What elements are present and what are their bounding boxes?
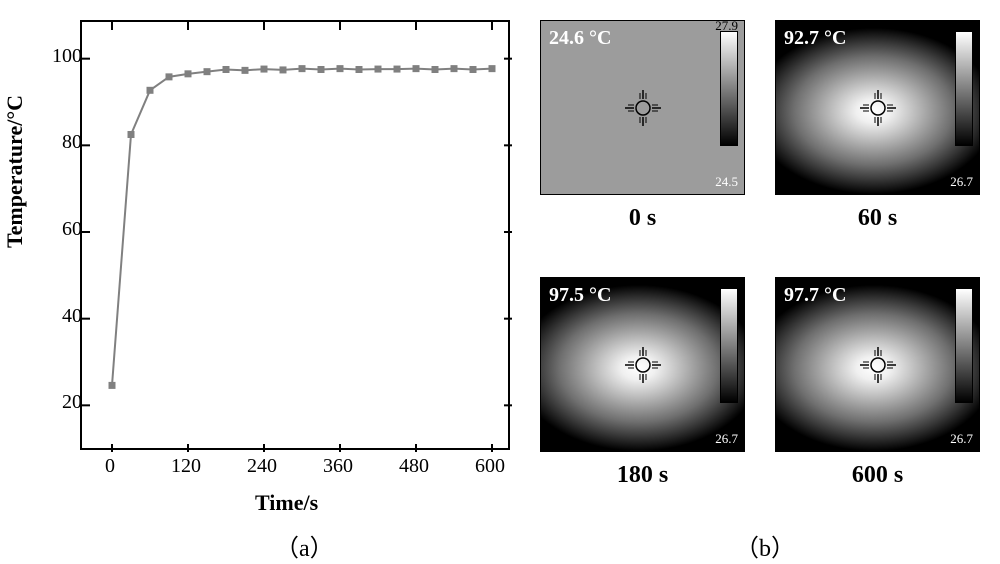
- temperature-reading: 24.6 °C: [549, 27, 611, 50]
- time-label: 600 s: [775, 462, 980, 489]
- y-tick-label: 60: [32, 218, 82, 241]
- colorbar-min: 26.7: [715, 431, 738, 447]
- colorbar-min: 26.7: [950, 174, 973, 190]
- temperature-reading: 97.7 °C: [784, 284, 846, 307]
- temperature-reading: 92.7 °C: [784, 27, 846, 50]
- thermal-image: 92.7 °C 93.0 26.7: [775, 20, 980, 195]
- crosshair-icon: [625, 347, 661, 383]
- x-tick-label: 480: [399, 455, 429, 478]
- sublabel-a: （a）: [275, 528, 334, 563]
- crosshair-icon: [860, 347, 896, 383]
- colorbar: [720, 31, 738, 146]
- crosshair-icon: [625, 90, 661, 126]
- crosshair-icon: [860, 90, 896, 126]
- colorbar: [955, 31, 973, 146]
- line-chart: [82, 22, 512, 452]
- time-label: 60 s: [775, 205, 980, 232]
- thermal-grid: 24.6 °C 27.9 24.5 0 s: [540, 20, 980, 489]
- x-tick-label: 0: [105, 455, 115, 478]
- x-tick-label: 600: [475, 455, 505, 478]
- thermal-item: 97.5 °C 98.2 26.7 180: [540, 277, 745, 489]
- figure-container: Temperature/°C 20 40 60 80 100 0 120 240 360 480…: [0, 0, 1000, 564]
- thermal-item: 92.7 °C 93.0 26.7 60 s: [775, 20, 980, 232]
- colorbar-min: 24.5: [715, 174, 738, 190]
- x-tick-label: 240: [247, 455, 277, 478]
- thermal-image: 97.7 °C 98.2 26.7: [775, 277, 980, 452]
- colorbar-min: 26.7: [950, 431, 973, 447]
- thermal-item: 97.7 °C 98.2 26.7 600: [775, 277, 980, 489]
- y-tick-label: 20: [32, 391, 82, 414]
- sublabel-b: （b）: [735, 528, 795, 563]
- x-tick-label: 360: [323, 455, 353, 478]
- panel-a: Temperature/°C 20 40 60 80 100 0 120 240 360 480…: [0, 0, 520, 564]
- y-tick-label: 40: [32, 305, 82, 328]
- colorbar: [720, 288, 738, 403]
- temperature-reading: 97.5 °C: [549, 284, 611, 307]
- thermal-image: 24.6 °C 27.9 24.5: [540, 20, 745, 195]
- y-tick-label: 100: [32, 45, 82, 68]
- time-label: 0 s: [540, 205, 745, 232]
- time-label: 180 s: [540, 462, 745, 489]
- x-tick-label: 120: [171, 455, 201, 478]
- chart-area: [80, 20, 510, 450]
- colorbar: [955, 288, 973, 403]
- thermal-image: 97.5 °C 98.2 26.7: [540, 277, 745, 452]
- x-axis-label: Time/s: [255, 490, 318, 516]
- thermal-item: 24.6 °C 27.9 24.5 0 s: [540, 20, 745, 232]
- panel-b: 24.6 °C 27.9 24.5 0 s: [520, 0, 1000, 564]
- y-tick-label: 80: [32, 131, 82, 154]
- y-axis-label: Temperature/°C: [2, 95, 28, 248]
